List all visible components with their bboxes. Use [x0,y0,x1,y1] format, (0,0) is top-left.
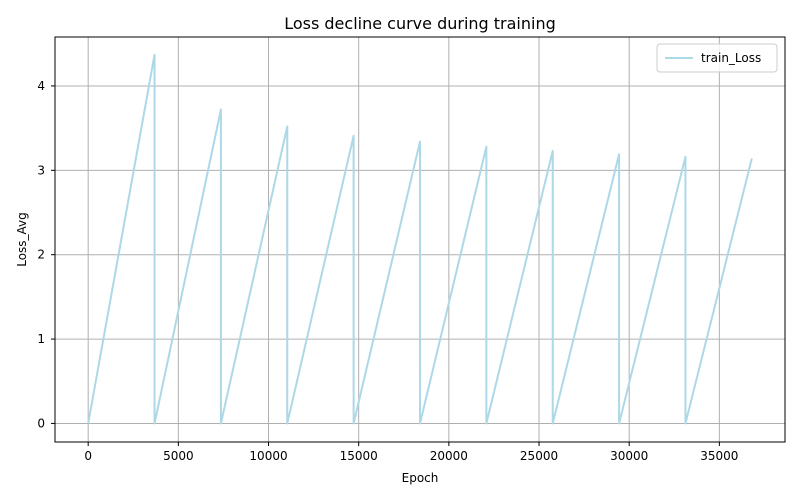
y-tick-label: 1 [37,332,45,346]
legend-box [656,43,778,73]
legend: train_Loss [656,43,778,73]
chart-title: Loss decline curve during training [284,14,556,33]
y-axis-label: Loss_Avg [15,212,29,267]
y-tick-label: 3 [37,163,45,177]
x-tick-label: 30000 [610,449,648,463]
series-line-train-loss [87,53,753,425]
x-tick-label: 20000 [430,449,468,463]
series-layer [87,53,753,425]
y-tick-label: 4 [37,79,45,93]
x-tick-label: 15000 [340,449,378,463]
x-tick-label: 35000 [700,449,738,463]
legend-label-train-loss: train_Loss [701,51,761,65]
plot-area-frame [54,36,786,443]
x-tick-label: 25000 [520,449,558,463]
x-axis-label: Epoch [402,471,439,485]
x-tick-label: 5000 [163,449,194,463]
y-tick-label: 0 [37,416,45,430]
x-tick-label: 10000 [249,449,287,463]
y-tick-label: 2 [37,248,45,262]
ticks-layer: 0 5000 10000 15000 20000 25000 30000 35000 0 1 2 3 4 [37,79,738,463]
x-tick-label: 0 [84,449,92,463]
